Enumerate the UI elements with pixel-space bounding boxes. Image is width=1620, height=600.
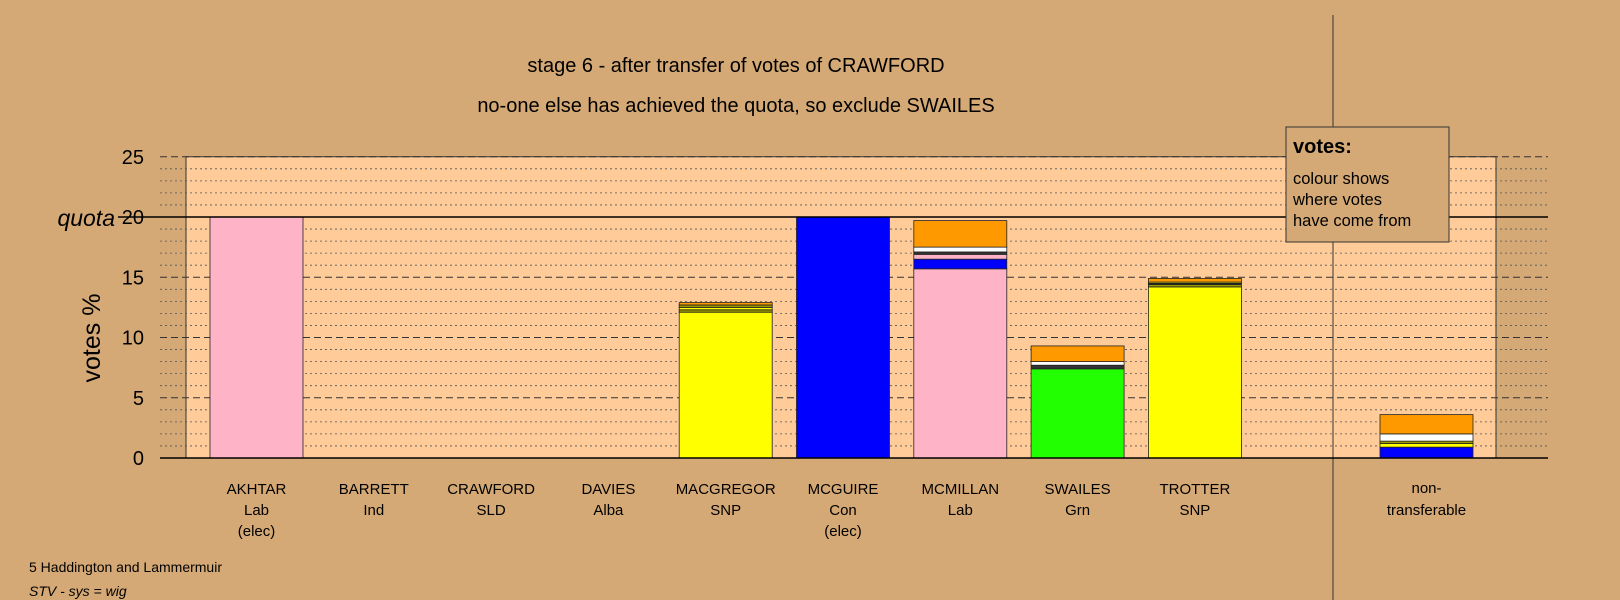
bar-segment-macgregor — [678, 311, 773, 459]
y-tick-label: 10 — [122, 328, 144, 350]
bar-segment-trotter — [1148, 286, 1242, 459]
bar-segment-swailes — [1030, 345, 1125, 362]
candidate-party-label: Alba — [593, 502, 624, 519]
y-tick-label: 25 — [122, 147, 144, 169]
bar-segment-mcmillan — [913, 246, 1008, 253]
candidate-party-label: SNP — [710, 502, 741, 519]
bar-segment-swailes — [1030, 361, 1125, 366]
candidate-party-label: Lab — [948, 502, 973, 519]
bar-segment-mcmillan — [913, 220, 1008, 248]
chart-subtitle: no-one else has achieved the quota, so e… — [477, 95, 994, 117]
bar-segment-mcmillan — [913, 258, 1008, 270]
bar-segment-mcmillan — [913, 253, 1008, 260]
candidate-name-label: CRAWFORD — [447, 481, 535, 498]
candidate-name-label: SWAILES — [1045, 481, 1111, 498]
legend-line-2: where votes — [1292, 191, 1382, 209]
y-tick-label: 20 — [122, 207, 144, 229]
bar-segment-akhtar — [209, 216, 304, 459]
candidate-name-label: MCMILLAN — [922, 481, 1000, 498]
candidate-party-label: SNP — [1179, 502, 1210, 519]
bar-segment-trotter — [1148, 278, 1242, 283]
candidate-party-label: SLD — [477, 502, 506, 519]
legend-box: votes: colour shows where votes have com… — [1285, 126, 1450, 243]
legend-line-1: colour shows — [1293, 170, 1389, 188]
bar-segment-mcguire — [796, 216, 890, 459]
candidate-status-label: (elec) — [238, 523, 276, 540]
candidate-name-label: MCGUIRE — [808, 481, 879, 498]
candidate-status-label: (elec) — [824, 523, 862, 540]
y-tick-label: 5 — [133, 388, 144, 410]
candidate-name-label: DAVIES — [581, 481, 635, 498]
y-axis-label: votes % — [78, 294, 106, 383]
bar-segment-mcmillan — [913, 268, 1008, 459]
bar-segment-macgregor — [678, 302, 773, 306]
bar-segment-nontransferable — [1379, 414, 1474, 435]
bar-segment-nontransferable — [1379, 443, 1474, 448]
candidate-party-label: Lab — [244, 502, 269, 519]
legend-line-3: have come from — [1293, 212, 1411, 230]
candidate-party-label: Con — [829, 502, 857, 519]
quota-label: quota — [57, 205, 115, 231]
nontransferable-label-1: non- — [1411, 480, 1441, 497]
candidate-name-label: AKHTAR — [227, 481, 287, 498]
candidate-party-label: Grn — [1065, 502, 1090, 519]
bar-segment-swailes — [1030, 364, 1125, 370]
y-tick-label: 0 — [133, 448, 144, 470]
bar-segment-nontransferable — [1379, 446, 1474, 459]
bar-segment-nontransferable — [1379, 433, 1474, 442]
footer-constituency: 5 Haddington and Lammermuir — [29, 559, 222, 575]
nontransferable-label-2: transferable — [1387, 502, 1466, 519]
candidate-name-label: BARRETT — [339, 481, 409, 498]
legend-title: votes: — [1293, 136, 1352, 158]
y-tick-label: 15 — [122, 267, 144, 289]
chart-title: stage 6 - after transfer of votes of CRA… — [527, 55, 944, 77]
candidate-party-label: Ind — [363, 502, 384, 519]
bar-segment-swailes — [1030, 368, 1125, 459]
footer-system: STV - sys = wig — [29, 583, 127, 599]
candidate-name-label: TROTTER — [1159, 481, 1230, 498]
candidate-name-label: MACGREGOR — [676, 481, 776, 498]
